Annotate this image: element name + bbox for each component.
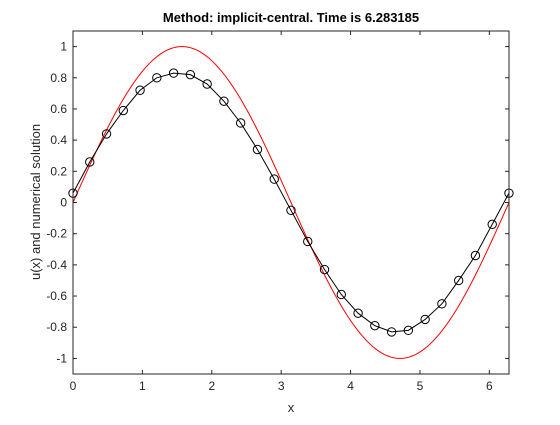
data-point-marker xyxy=(336,289,346,300)
chart-title: Method: implicit-central. Time is 6.2831… xyxy=(163,10,419,25)
x-tick-label: 5 xyxy=(417,379,424,393)
data-point-marker xyxy=(453,275,464,286)
data-point-marker xyxy=(420,314,430,325)
data-point-marker xyxy=(168,68,179,78)
data-point-marker xyxy=(118,105,129,116)
series-line-2 xyxy=(72,72,510,333)
y-axis-ticks: 1 0.8 0.6 0.4 0.2 0 -0.2 -0.4 -0.6 -0.8 -1 xyxy=(46,40,509,365)
y-tick-label: 0.4 xyxy=(50,133,67,147)
data-point-marker xyxy=(85,157,95,167)
data-point-marker xyxy=(252,144,263,155)
data-point-marker xyxy=(370,320,380,331)
data-point-marker xyxy=(319,264,330,275)
data-point-marker xyxy=(135,85,145,95)
data-point-marker xyxy=(235,118,246,128)
x-tick-label: 3 xyxy=(278,379,285,393)
x-axis-ticks: 0 1 2 3 4 5 6 xyxy=(70,31,493,393)
data-point-marker xyxy=(470,250,481,261)
y-axis-label: u(x) and numerical solution xyxy=(28,124,43,280)
x-tick-label: 6 xyxy=(486,379,493,393)
data-point-marker xyxy=(101,129,112,139)
y-tick-label: 0.8 xyxy=(50,71,67,85)
y-tick-label: 1 xyxy=(60,40,67,54)
y-tick-label: 0.2 xyxy=(50,164,67,178)
data-point-marker xyxy=(303,236,313,247)
y-tick-label: -0.6 xyxy=(46,289,67,303)
data-point-marker xyxy=(185,69,196,80)
data-point-marker xyxy=(353,308,363,318)
x-tick-label: 4 xyxy=(347,379,354,393)
curves-layer xyxy=(72,46,510,359)
series-line-1 xyxy=(72,46,510,359)
data-point-marker xyxy=(269,174,279,184)
x-tick-label: 1 xyxy=(139,379,146,393)
y-tick-label: 0 xyxy=(60,196,67,210)
y-tick-label: 0.6 xyxy=(50,102,67,116)
data-point-marker xyxy=(386,327,397,337)
data-point-marker xyxy=(286,205,296,215)
data-point-marker xyxy=(202,79,212,89)
data-point-marker xyxy=(437,299,447,309)
y-tick-label: -1 xyxy=(56,351,67,365)
y-tick-label: -0.4 xyxy=(46,258,67,272)
data-point-marker xyxy=(487,219,497,230)
x-tick-label: 0 xyxy=(70,379,77,393)
y-tick-label: -0.8 xyxy=(46,320,67,334)
x-axis-label: x xyxy=(288,400,295,415)
data-point-marker xyxy=(152,73,162,83)
x-tick-label: 2 xyxy=(208,379,215,393)
markers-layer xyxy=(68,68,514,337)
data-point-marker xyxy=(403,325,414,336)
y-tick-label: -0.2 xyxy=(46,227,67,241)
data-point-marker xyxy=(219,96,229,106)
